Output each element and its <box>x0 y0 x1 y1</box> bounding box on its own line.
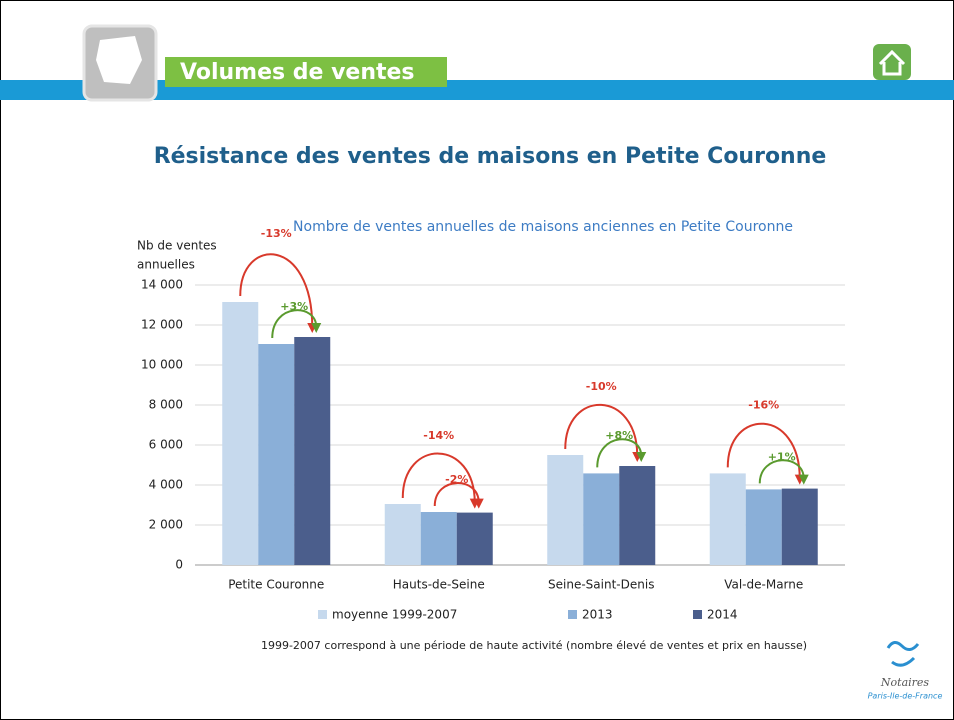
legend-swatch <box>693 610 702 619</box>
y-tick-label: 0 <box>175 558 183 572</box>
x-tick-label: Hauts-de-Seine <box>393 578 485 592</box>
annotation-arrow <box>596 438 643 468</box>
slide-title: Résistance des ventes de maisons en Peti… <box>154 144 827 169</box>
bar <box>384 504 421 565</box>
bar <box>294 337 331 565</box>
y-tick-label: 14 000 <box>141 278 183 292</box>
section-title: Volumes de ventes <box>180 60 415 85</box>
legend-swatch <box>568 610 577 619</box>
annotation-arrow <box>433 482 480 507</box>
x-tick-label: Val-de-Marne <box>724 578 803 592</box>
x-tick-label: Petite Couronne <box>228 578 324 592</box>
annotation-arrow <box>401 452 476 503</box>
annotation-label: +1% <box>768 450 796 463</box>
bar <box>420 512 457 565</box>
bar <box>258 344 295 565</box>
annotation-arrowhead <box>636 452 647 462</box>
bar <box>709 473 746 565</box>
annotation-label: +8% <box>605 429 633 442</box>
bar <box>619 466 656 565</box>
bar <box>222 302 259 565</box>
annotation-arrow <box>564 403 639 457</box>
y-axis-label: Nb de ventes <box>137 239 217 253</box>
annotation-arrow <box>271 309 318 339</box>
legend-label: 2013 <box>582 608 613 622</box>
annotation-label: -16% <box>748 398 779 411</box>
legend-swatch <box>318 610 327 619</box>
section-tab <box>165 57 447 87</box>
y-tick-label: 4 000 <box>149 478 183 492</box>
y-axis-label: annuelles <box>137 258 195 272</box>
y-tick-label: 8 000 <box>149 398 183 412</box>
y-tick-label: 6 000 <box>149 438 183 452</box>
bar <box>583 473 620 565</box>
annotation-arrowhead <box>311 323 322 333</box>
annotation-label: -14% <box>423 429 454 442</box>
annotation-label: -10% <box>586 380 617 393</box>
annotation-label: -2% <box>445 473 468 486</box>
bar <box>781 488 818 565</box>
y-tick-label: 10 000 <box>141 358 183 372</box>
logo-region: Paris-Ile-de-France <box>868 692 943 701</box>
x-tick-label: Seine-Saint-Denis <box>548 578 654 592</box>
annotation-arrowhead <box>798 474 809 485</box>
region-shape <box>96 36 142 84</box>
logo-mark <box>886 641 920 667</box>
legend-label: 2014 <box>707 608 738 622</box>
annotation-label: -13% <box>261 227 292 240</box>
bar <box>456 512 493 565</box>
bar <box>547 455 584 565</box>
legend-label: moyenne 1999-2007 <box>332 608 457 622</box>
y-tick-label: 2 000 <box>149 518 183 532</box>
footnote: 1999-2007 correspond à une période de ha… <box>261 639 807 652</box>
chart-title: Nombre de ventes annuelles de maisons an… <box>293 219 793 235</box>
annotation-arrow <box>726 422 801 479</box>
annotation-arrow <box>239 253 314 328</box>
annotation-arrow <box>758 459 805 484</box>
home-icon <box>878 49 906 76</box>
y-tick-label: 12 000 <box>141 318 183 332</box>
annotation-arrowhead <box>473 498 484 509</box>
bar <box>745 489 782 565</box>
logo-name: Notaires <box>880 676 930 689</box>
annotation-label: +3% <box>280 300 308 313</box>
